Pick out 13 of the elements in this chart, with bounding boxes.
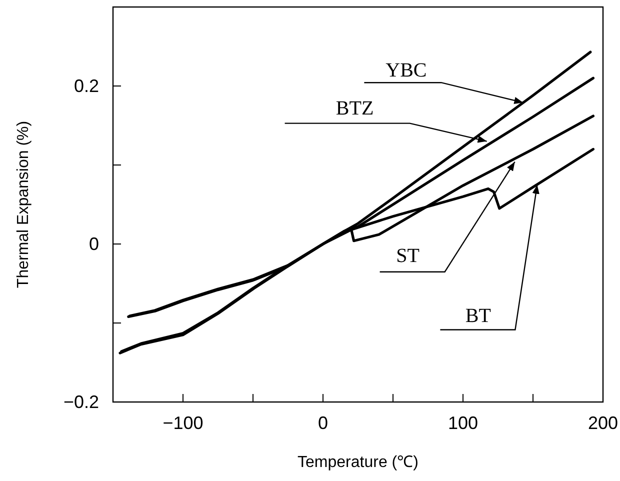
x-axis-title: Temperature (℃) — [298, 454, 418, 471]
x-tick-label: 0 — [318, 412, 328, 433]
y-axis-title: Thermal Expansion (%) — [15, 120, 32, 288]
y-tick-label: −0.2 — [63, 392, 99, 412]
annotation: BTZ — [336, 97, 374, 120]
y-tick-label: 0.2 — [74, 76, 99, 96]
annotation: YBC — [386, 60, 427, 82]
x-tick-label: 100 — [448, 412, 478, 433]
annotation: BT — [465, 304, 491, 327]
y-tick-label: 0 — [88, 234, 99, 254]
x-tick-label: −100 — [162, 412, 204, 433]
x-tick-label: 200 — [588, 412, 618, 433]
annotation: ST — [396, 244, 420, 267]
